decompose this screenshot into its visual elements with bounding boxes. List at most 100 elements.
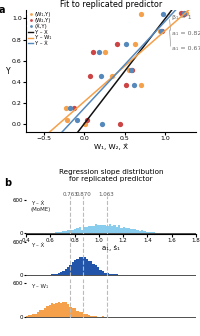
- Bar: [111, 225, 113, 233]
- Bar: [113, 225, 116, 233]
- Bar: [62, 271, 65, 275]
- X-axis label: a₁, ṡ₁: a₁, ṡ₁: [102, 245, 120, 251]
- Point: [139, 82, 142, 88]
- Bar: [62, 302, 65, 317]
- Bar: [72, 262, 74, 275]
- Bar: [146, 232, 148, 233]
- Point: [161, 12, 164, 17]
- Bar: [83, 257, 86, 275]
- Bar: [141, 230, 143, 233]
- Bar: [81, 257, 83, 275]
- Point: [33, 166, 36, 171]
- Bar: [60, 272, 62, 275]
- Bar: [42, 310, 44, 317]
- Bar: [53, 304, 55, 317]
- Bar: [127, 228, 130, 233]
- Bar: [81, 230, 83, 233]
- Bar: [69, 230, 72, 233]
- Bar: [88, 261, 90, 275]
- Point: [101, 121, 104, 127]
- Bar: [102, 225, 104, 233]
- Point: [125, 82, 128, 88]
- Point: [104, 49, 107, 54]
- Bar: [58, 302, 60, 317]
- Bar: [37, 312, 39, 317]
- Bar: [95, 316, 97, 317]
- Point: [47, 156, 50, 162]
- Point: [140, 12, 143, 17]
- Bar: [104, 225, 106, 233]
- Bar: [74, 308, 76, 317]
- Point: [72, 105, 75, 110]
- Bar: [72, 308, 74, 317]
- Bar: [83, 314, 86, 317]
- Bar: [139, 230, 141, 233]
- Bar: [60, 232, 62, 233]
- Y-axis label: Y: Y: [5, 67, 10, 76]
- Bar: [153, 232, 155, 233]
- Bar: [69, 307, 72, 317]
- Bar: [130, 229, 132, 233]
- Point: [180, 10, 183, 15]
- Bar: [88, 226, 90, 233]
- Text: a: a: [0, 5, 5, 15]
- Bar: [21, 316, 23, 317]
- Point: [127, 67, 131, 73]
- Text: 0.870: 0.870: [75, 192, 91, 197]
- Bar: [95, 224, 97, 233]
- Bar: [143, 231, 146, 233]
- Text: β₁ = 1: β₁ = 1: [172, 15, 191, 20]
- Point: [134, 41, 137, 47]
- Point: [92, 49, 95, 54]
- Point: [131, 67, 134, 73]
- Bar: [90, 261, 92, 275]
- Point: [116, 41, 119, 47]
- Bar: [81, 312, 83, 317]
- Bar: [23, 316, 25, 317]
- Bar: [134, 229, 136, 233]
- Bar: [76, 228, 79, 233]
- Point: [48, 139, 51, 144]
- Bar: [53, 274, 55, 275]
- Bar: [92, 226, 95, 233]
- Bar: [55, 232, 58, 233]
- Point: [98, 49, 101, 54]
- Point: [20, 166, 23, 171]
- Bar: [79, 257, 81, 275]
- Bar: [44, 308, 46, 317]
- Text: b: b: [4, 178, 11, 188]
- Point: [160, 28, 164, 34]
- Bar: [86, 227, 88, 233]
- Bar: [72, 230, 74, 233]
- Point: [64, 105, 67, 110]
- Bar: [79, 311, 81, 317]
- Bar: [65, 232, 67, 233]
- Point: [118, 121, 121, 127]
- Bar: [99, 270, 102, 275]
- Bar: [62, 231, 65, 233]
- Legend: (W₁,Y), (W₂,Y), (Ẋ,Y), Y – X, Y – W₁, Y – Ẋ: (W₁,Y), (W₂,Y), (Ẋ,Y), Y – X, Y – W₁, Y …: [28, 12, 52, 47]
- Bar: [51, 303, 53, 317]
- Bar: [55, 274, 58, 275]
- Bar: [92, 316, 95, 317]
- X-axis label: W₁, W₂, X̂: W₁, W₂, X̂: [94, 143, 128, 150]
- Bar: [116, 227, 118, 233]
- Bar: [102, 271, 104, 275]
- Bar: [46, 306, 49, 317]
- Bar: [65, 269, 67, 275]
- Bar: [86, 259, 88, 275]
- Bar: [58, 232, 60, 233]
- Bar: [58, 272, 60, 275]
- Bar: [69, 265, 72, 275]
- Text: a₁ = 0.827: a₁ = 0.827: [172, 31, 200, 36]
- Bar: [125, 228, 127, 233]
- Bar: [67, 230, 69, 233]
- Bar: [74, 260, 76, 275]
- Point: [7, 166, 10, 171]
- Title: Fit to replicated predictor: Fit to replicated predictor: [60, 0, 162, 9]
- Bar: [106, 274, 109, 275]
- Bar: [120, 228, 123, 233]
- Point: [53, 139, 56, 144]
- Point: [129, 67, 132, 73]
- Bar: [18, 316, 21, 317]
